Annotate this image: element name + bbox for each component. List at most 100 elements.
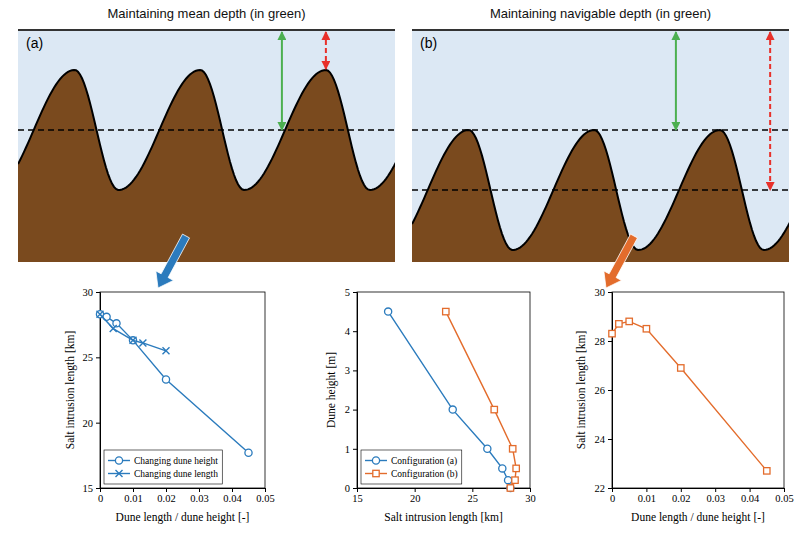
axis: 012345 <box>345 287 358 494</box>
tick: 24 <box>595 434 613 445</box>
x-axis-title: Salt intrusion length [km] <box>384 511 503 524</box>
tick: 0.04 <box>741 488 760 504</box>
data-point <box>484 445 491 452</box>
data-point <box>96 311 103 318</box>
tick: 0.02 <box>672 488 690 504</box>
tick-mark <box>353 449 357 450</box>
tick-mark <box>232 488 233 492</box>
tick: 15 <box>83 483 101 494</box>
tick: 4 <box>345 326 357 337</box>
tick: 0 <box>345 483 357 494</box>
tick: 26 <box>595 385 613 396</box>
legend-marker <box>373 470 379 476</box>
data-point <box>139 339 146 346</box>
series-line <box>100 314 249 453</box>
legend-label: Changing dune length <box>134 469 218 479</box>
tick-label: 0.04 <box>741 493 760 504</box>
tick-label: 25 <box>468 493 479 504</box>
tick: 30 <box>83 287 101 298</box>
axis: 22 24 26 28 30 <box>595 287 613 494</box>
figure: Maintaining mean depth (in green)(a)Main… <box>0 0 809 552</box>
data-point <box>443 308 449 314</box>
plot-frame <box>612 292 784 488</box>
tick-label: 0.03 <box>190 493 208 504</box>
tick: 0.03 <box>190 488 208 504</box>
data-point <box>110 325 117 332</box>
tick-label: 2 <box>345 404 350 415</box>
series-line <box>100 314 166 351</box>
tick-label: 0 <box>345 483 350 494</box>
tick: 28 <box>595 336 613 347</box>
data-point <box>245 449 252 456</box>
legend-box <box>104 450 222 484</box>
tick-mark <box>472 488 473 492</box>
bed-line <box>18 70 395 190</box>
tick: 0.01 <box>124 488 142 504</box>
data-point <box>764 468 770 474</box>
mean-depth-arrow <box>281 32 283 130</box>
tick-label: 15 <box>352 493 363 504</box>
data-point <box>507 484 514 491</box>
tick-label: 0.02 <box>157 493 175 504</box>
tick-mark <box>199 488 200 492</box>
tick-label: 0.01 <box>124 493 142 504</box>
tick: 0.04 <box>223 488 242 504</box>
data-point <box>643 326 649 332</box>
tick: 0.05 <box>775 488 793 504</box>
y-axis-title: Salt intrusion length [km] <box>575 331 588 450</box>
chart: 00.010.020.030.040.052224262830Dune leng… <box>575 287 794 524</box>
panel-letter: (a) <box>26 35 43 51</box>
tick-mark <box>353 292 357 293</box>
tick: 30 <box>595 287 613 298</box>
chart: 15202530012345Salt intrusion length [km]… <box>325 287 536 524</box>
tick: 0.05 <box>256 488 274 504</box>
tick-label: 1 <box>345 444 350 455</box>
tick: 1 <box>345 444 357 455</box>
legend: Configuration (a)Configuration (b) <box>361 450 462 484</box>
plot-marks <box>385 308 520 492</box>
tick-label: 4 <box>345 326 351 337</box>
axis: 00.010.020.030.040.05 <box>610 488 794 504</box>
tick: 0.03 <box>707 488 725 504</box>
tick: 0 <box>98 488 103 504</box>
tick-mark <box>415 488 416 492</box>
tick-label: 0 <box>98 493 103 504</box>
plot-frame <box>357 292 530 488</box>
tick-mark <box>166 488 167 492</box>
plot-background <box>612 292 784 488</box>
tick: 0 <box>610 488 615 504</box>
tick-label: 0.05 <box>256 493 274 504</box>
axis: 0 0.01 0.02 0.03 0.04 0.05 <box>98 488 275 504</box>
legend-marker <box>372 457 379 464</box>
navigable-depth-arrow <box>325 32 327 69</box>
tick-mark <box>608 341 612 342</box>
chart: 00.010.020.030.040.0515202530Dune length… <box>64 287 275 524</box>
plot-background <box>357 292 530 488</box>
data-point <box>385 308 392 315</box>
data-point <box>449 406 456 413</box>
axis-line <box>613 489 785 493</box>
plot-background <box>100 292 265 488</box>
mean-depth-arrow <box>769 32 771 190</box>
tick-label: 0.05 <box>775 493 793 504</box>
panel <box>18 30 396 267</box>
tick-mark <box>96 357 100 358</box>
axis-line <box>358 489 531 493</box>
data-point <box>512 477 518 483</box>
tick-mark <box>353 410 357 411</box>
panel <box>412 30 790 267</box>
data-point <box>130 337 137 344</box>
mean-level <box>18 129 395 130</box>
x-axis-title: Dune length / dune height [-] <box>116 511 250 524</box>
tick: 5 <box>345 287 357 298</box>
data-point <box>504 477 511 484</box>
tick: 20 <box>83 418 101 429</box>
tick-mark <box>96 488 100 489</box>
tick-label: 22 <box>595 483 606 494</box>
tick-mark <box>353 370 357 371</box>
data-point <box>616 321 622 327</box>
series-line <box>388 312 510 488</box>
legend: Changing dune heightChanging dune length <box>104 450 222 484</box>
data-point <box>626 318 632 324</box>
navigable-depth-arrow <box>675 32 677 130</box>
